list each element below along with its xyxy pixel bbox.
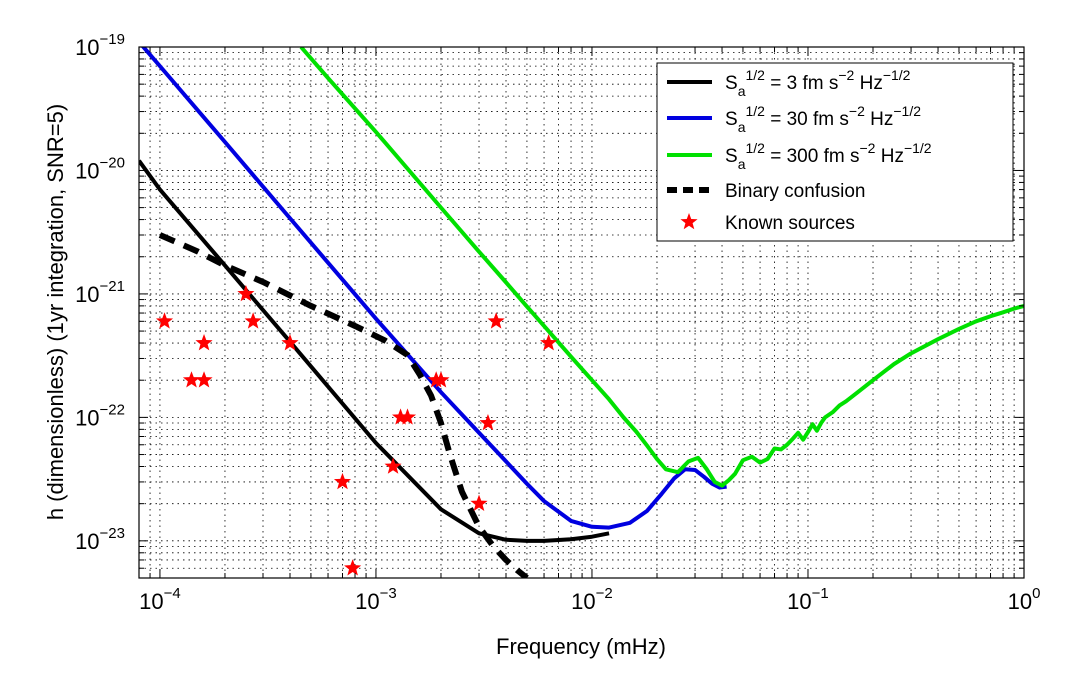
known-source-marker <box>392 408 410 425</box>
legend-entry-4: Known sources <box>725 213 855 234</box>
legend-entry-2: Sa1/2 = 300 fm s−2 Hz−1/2 <box>725 140 932 172</box>
y-tick-label: 10−23 <box>75 525 125 554</box>
legend-entry-0: Sa1/2 = 3 fm s−2 Hz−1/2 <box>725 67 911 99</box>
known-source-marker <box>479 414 497 431</box>
known-source-marker <box>195 334 213 351</box>
legend-entry-1: Sa1/2 = 30 fm s−2 Hz−1/2 <box>725 103 921 135</box>
known-source-marker <box>540 334 558 351</box>
known-source-marker <box>281 334 299 351</box>
series-1-line <box>140 47 727 530</box>
legend-entry-3: Binary confusion <box>725 181 865 202</box>
legend-marker-known-sources <box>680 213 698 230</box>
legend: Sa1/2 = 3 fm s−2 Hz−1/2 Sa1/2 = 30 fm s−2… <box>656 62 1014 242</box>
known-source-marker <box>333 472 352 490</box>
y-axis-label: h (dimensionless) (1yr integration, SNR=… <box>43 104 68 520</box>
y-tick-label: 10−20 <box>75 154 125 183</box>
series-0-line <box>139 159 610 543</box>
series-2-line <box>299 47 1024 488</box>
known-source-marker <box>344 559 362 576</box>
known-source-marker <box>237 284 255 302</box>
x-tick-label: 10−3 <box>355 585 397 614</box>
known-source-marker <box>487 312 505 329</box>
series-layer <box>139 47 1024 578</box>
x-tick-label: 10−2 <box>571 585 613 614</box>
axis-ticks <box>138 46 1025 579</box>
plot-frame <box>138 46 1025 579</box>
y-tick-label: 10−22 <box>75 401 125 430</box>
y-tick-label: 10−19 <box>75 31 125 60</box>
x-tick-label: 10−4 <box>139 585 181 614</box>
legend-box <box>656 62 1014 242</box>
known-source-marker <box>384 457 402 474</box>
series-3-line <box>158 232 529 578</box>
known-source-marker <box>195 371 213 388</box>
x-axis-label: Frequency (mHz) <box>496 634 666 659</box>
known-source-marker <box>244 312 262 329</box>
known-source-marker <box>398 408 417 425</box>
known-source-marker <box>432 371 450 388</box>
known-source-marker <box>155 312 174 329</box>
x-tick-label: 100 <box>1008 585 1041 614</box>
x-tick-label: 10−1 <box>787 585 829 614</box>
known-source-marker <box>182 371 201 388</box>
y-tick-label: 10−21 <box>75 278 125 307</box>
known-source-marker <box>470 494 488 511</box>
tick-labels: 10−4 10−3 10−2 10−1 100 10−23 10−22 10−21 10−20 1… <box>75 31 1040 614</box>
